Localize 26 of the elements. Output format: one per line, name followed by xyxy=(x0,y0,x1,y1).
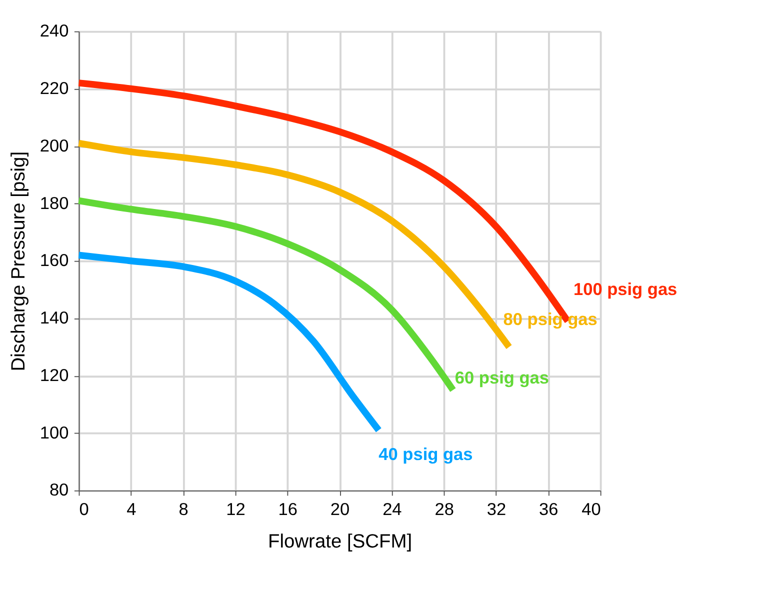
y-tick-label: 140 xyxy=(40,308,69,328)
x-tick-label: 4 xyxy=(126,498,137,519)
y-tick-label: 120 xyxy=(40,364,69,385)
x-tick-label: 36 xyxy=(539,498,558,519)
x-tick-label: 24 xyxy=(382,498,402,519)
x-tick-label: 16 xyxy=(278,498,298,519)
y-tick-label: 240 xyxy=(40,20,69,41)
x-tick-label: 28 xyxy=(434,498,454,519)
x-tick-label: 40 xyxy=(582,498,601,519)
x-tick-label: 12 xyxy=(226,498,246,519)
x-tick-label: 32 xyxy=(486,498,506,519)
series-label: 100 psig gas xyxy=(574,279,678,300)
y-tick-label: 200 xyxy=(40,135,69,156)
x-tick-label: 0 xyxy=(79,498,89,519)
y-tick-label: 220 xyxy=(40,78,69,98)
series-label: 80 psig gas xyxy=(503,308,598,329)
y-tick-label: 180 xyxy=(40,192,69,213)
series-label: 60 psig gas xyxy=(454,367,549,388)
y-axis-title: Discharge Pressure [psig] xyxy=(8,151,30,372)
y-tick-label: 80 xyxy=(49,480,69,500)
x-tick-label: 20 xyxy=(330,498,350,519)
y-tick-label: 100 xyxy=(40,422,69,442)
series-label: 40 psig gas xyxy=(378,444,473,464)
y-tick-label: 160 xyxy=(40,250,69,270)
x-tick-label: 8 xyxy=(178,498,188,519)
x-axis-title: Flowrate [SCFM] xyxy=(268,532,412,553)
